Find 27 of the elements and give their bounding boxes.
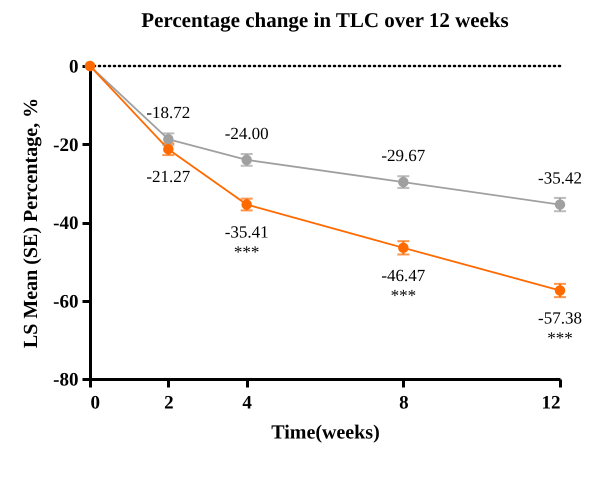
data-label: -35.42 bbox=[538, 168, 582, 188]
data-label: -46.47 bbox=[381, 266, 426, 285]
x-axis-title: Time(weeks) bbox=[271, 422, 380, 444]
data-label: -57.38 bbox=[538, 308, 582, 328]
annotation: *** bbox=[234, 242, 260, 262]
chart-title: Percentage change in TLC over 12 weeks bbox=[141, 8, 509, 32]
x-tick-label: 0 bbox=[90, 392, 100, 414]
data-label: -35.41 bbox=[224, 222, 269, 242]
y-tick-label: -80 bbox=[53, 370, 78, 390]
data-label: -18.72 bbox=[146, 103, 190, 122]
x-tick-label: 8 bbox=[399, 392, 409, 414]
point bbox=[398, 242, 409, 254]
data-label: -21.27 bbox=[146, 167, 191, 186]
x-tick-label: 4 bbox=[242, 392, 252, 414]
data-label: -24.00 bbox=[224, 124, 269, 143]
y-axis-title: LS Mean (SE) Percentage, % bbox=[20, 98, 42, 348]
annotation: *** bbox=[390, 286, 416, 305]
point bbox=[554, 199, 566, 210]
point bbox=[554, 285, 566, 296]
annotation: *** bbox=[547, 328, 573, 348]
y-tick-label: 0 bbox=[69, 56, 78, 78]
x-tick-label: 12 bbox=[542, 392, 560, 414]
y-tick-label: -40 bbox=[53, 213, 78, 234]
x-tick-label: 2 bbox=[164, 392, 174, 414]
y-tick-label: -60 bbox=[53, 291, 78, 312]
y-tick-label: -20 bbox=[53, 134, 78, 156]
data-label: -29.67 bbox=[381, 146, 426, 166]
